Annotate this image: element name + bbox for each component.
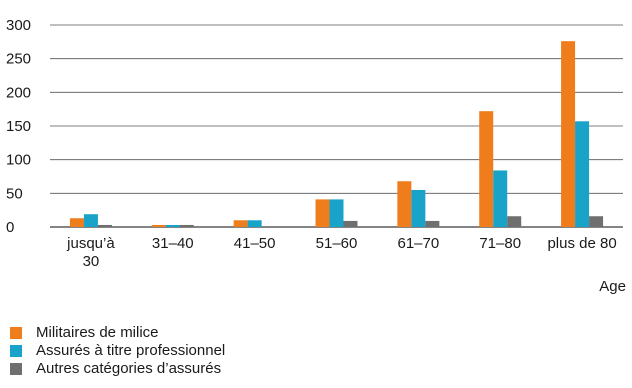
legend-swatch bbox=[10, 345, 22, 357]
bar-1-3 bbox=[233, 220, 248, 227]
bar-1-2 bbox=[151, 224, 166, 227]
legend-item: Autres catégories d’assurés bbox=[10, 360, 225, 378]
bar-3-7 bbox=[589, 216, 604, 227]
x-tick-label: 61–70 bbox=[397, 235, 439, 252]
bar-3-1 bbox=[97, 224, 112, 227]
legend-label: Assurés à titre professionnel bbox=[36, 342, 226, 359]
x-axis-tick-labels: jusqu’à30 31–40 41–50 51–60 61–70 71–80 plus d… bbox=[66, 235, 617, 270]
legend-item: Militaires de milice bbox=[10, 324, 225, 342]
bar-1-6 bbox=[479, 111, 494, 227]
y-tick-label: 250 bbox=[6, 51, 31, 68]
y-tick-label: 100 bbox=[6, 152, 31, 169]
y-tick-label: 150 bbox=[6, 118, 31, 135]
legend-swatch bbox=[10, 327, 22, 339]
y-tick-label: 200 bbox=[6, 84, 31, 101]
x-tick-label: jusqu’à bbox=[66, 235, 115, 252]
x-tick-label: 30 bbox=[83, 253, 100, 270]
bar-2-1 bbox=[83, 214, 98, 227]
y-tick-label: 300 bbox=[6, 17, 31, 34]
bar-1-7 bbox=[561, 41, 576, 227]
y-tick-label: 50 bbox=[6, 185, 23, 202]
legend-item: Assurés à titre professionnel bbox=[10, 342, 225, 360]
x-tick-label: 71–80 bbox=[479, 235, 521, 252]
legend-label: Autres catégories d’assurés bbox=[36, 360, 222, 377]
legend-label: Militaires de milice bbox=[36, 324, 159, 341]
bar-2-2 bbox=[165, 224, 180, 227]
y-axis-tick-labels: 0 50 100 150 200 250 300 bbox=[6, 17, 31, 236]
gridlines bbox=[50, 24, 623, 228]
y-tick-label: 0 bbox=[6, 219, 14, 236]
bar-3-2 bbox=[179, 224, 194, 227]
x-tick-label: 41–50 bbox=[234, 235, 276, 252]
bar-1-5 bbox=[397, 181, 412, 227]
legend-swatch bbox=[10, 363, 22, 375]
bar-3-5 bbox=[425, 220, 440, 227]
bar-2-6 bbox=[493, 170, 508, 227]
x-axis-label: Age bbox=[599, 278, 626, 295]
x-tick-label: 51–60 bbox=[316, 235, 358, 252]
x-tick-label: plus de 80 bbox=[547, 235, 616, 252]
x-tick-label: 31–40 bbox=[152, 235, 194, 252]
legend: Militaires de milice Assurés à titre prof… bbox=[10, 324, 225, 378]
bar-2-4 bbox=[329, 199, 344, 227]
bar-1-1 bbox=[69, 218, 84, 227]
bar-3-4 bbox=[343, 220, 358, 227]
bar-chart: 0 50 100 150 200 250 300 jusqu’à30 31–40 41–50 51… bbox=[6, 17, 626, 295]
bar-2-3 bbox=[247, 220, 262, 227]
bar-3-6 bbox=[507, 216, 522, 227]
bar-2-5 bbox=[411, 189, 426, 227]
bars bbox=[69, 41, 604, 227]
bar-1-4 bbox=[315, 199, 330, 227]
bar-2-7 bbox=[575, 121, 590, 227]
